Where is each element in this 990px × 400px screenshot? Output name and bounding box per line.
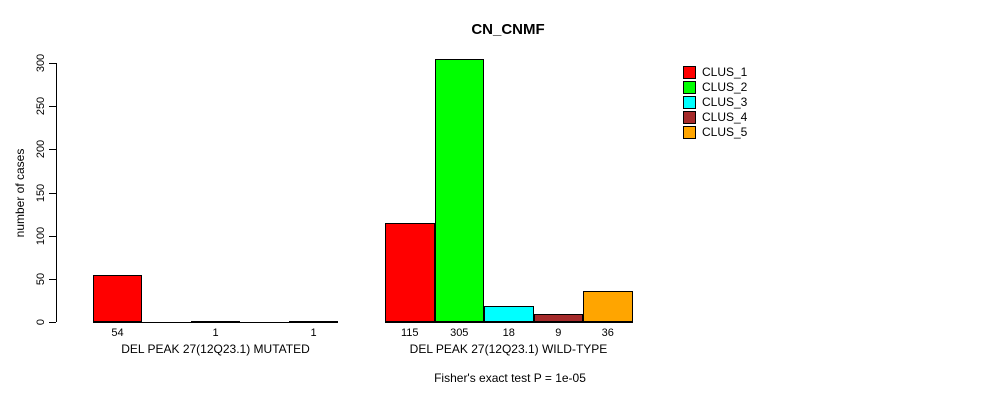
bar-value-label: 36 xyxy=(601,327,614,339)
x-axis-baseline xyxy=(385,322,633,323)
y-axis-tick-label: 50 xyxy=(35,272,47,286)
y-axis-tick-label: 250 xyxy=(35,96,47,116)
legend-swatch-icon xyxy=(683,81,696,94)
x-axis-group-label: DEL PEAK 27(12Q23.1) WILD-TYPE xyxy=(409,342,608,356)
y-axis-tick-label: 100 xyxy=(35,226,47,246)
bar-value-label: 305 xyxy=(450,327,469,339)
bar-value-label: 115 xyxy=(400,327,419,339)
legend: CLUS_1 CLUS_2 CLUS_3 CLUS_4 CLUS_5 xyxy=(683,65,747,140)
y-axis-tick xyxy=(49,63,56,64)
legend-item-clus-1: CLUS_1 xyxy=(683,65,747,80)
legend-item-clus-4: CLUS_4 xyxy=(683,110,747,125)
fisher-test-annotation: Fisher's exact test P = 1e-05 xyxy=(434,371,586,385)
bar-clus-2-group1 xyxy=(191,321,240,322)
chart-title: CN_CNMF xyxy=(471,21,545,38)
bar-clus-2-group2 xyxy=(434,59,484,322)
bar-clus-1-group1 xyxy=(93,275,142,322)
legend-swatch-icon xyxy=(683,126,696,139)
bar-clus-4-group2 xyxy=(533,314,583,322)
bar-value-label: 18 xyxy=(502,327,515,339)
y-axis-line xyxy=(56,63,57,322)
legend-label: CLUS_2 xyxy=(702,80,748,94)
y-axis-tick-label: 150 xyxy=(35,183,47,203)
bar-clus-3-group1 xyxy=(289,321,338,322)
y-axis-tick-label: 300 xyxy=(35,53,47,73)
legend-swatch-icon xyxy=(683,66,696,79)
y-axis-tick-label: 200 xyxy=(35,139,47,159)
legend-item-clus-5: CLUS_5 xyxy=(683,125,747,140)
legend-label: CLUS_3 xyxy=(702,95,748,109)
bar-clus-1-group2 xyxy=(385,223,435,322)
legend-label: CLUS_1 xyxy=(702,65,748,79)
bar-clus-3-group2 xyxy=(484,306,534,322)
y-axis-tick xyxy=(49,279,56,280)
legend-swatch-icon xyxy=(683,96,696,109)
y-axis-tick xyxy=(49,236,56,237)
legend-label: CLUS_4 xyxy=(702,110,748,124)
y-axis-label: number of cases xyxy=(13,148,27,238)
legend-swatch-icon xyxy=(683,111,696,124)
y-axis-tick-label: 0 xyxy=(35,318,47,326)
legend-item-clus-3: CLUS_3 xyxy=(683,95,747,110)
bar-value-label: 1 xyxy=(310,327,317,339)
bar-value-label: 1 xyxy=(212,327,219,339)
bar-clus-5-group2 xyxy=(583,291,633,322)
x-axis-group-label: DEL PEAK 27(12Q23.1) MUTATED xyxy=(121,342,310,356)
y-axis-tick xyxy=(49,106,56,107)
bar-value-label: 9 xyxy=(555,327,562,339)
y-axis-tick xyxy=(49,149,56,150)
legend-label: CLUS_5 xyxy=(702,125,748,139)
y-axis-tick xyxy=(49,322,56,323)
x-axis-baseline xyxy=(93,322,338,323)
y-axis-tick xyxy=(49,193,56,194)
bar-value-label: 54 xyxy=(111,327,124,339)
legend-item-clus-2: CLUS_2 xyxy=(683,80,747,95)
